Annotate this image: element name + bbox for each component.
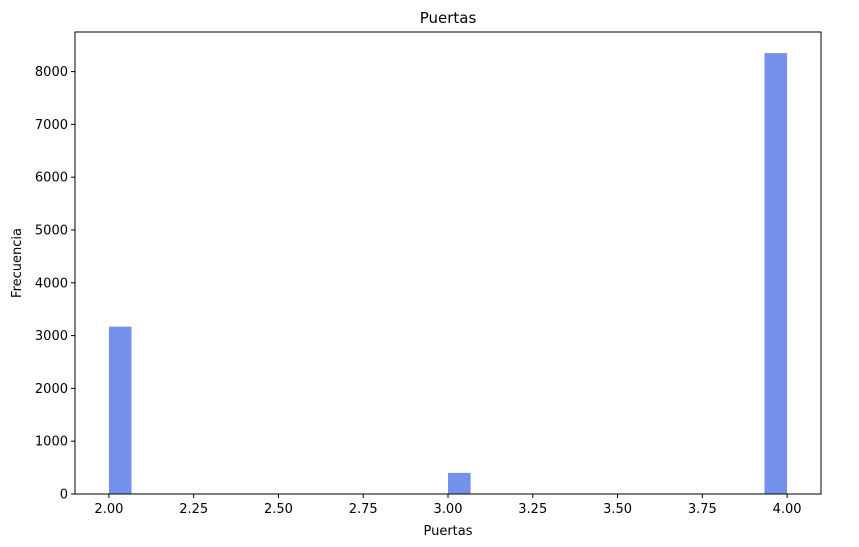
y-tick-label: 8000: [35, 65, 68, 80]
x-axis-label: Puertas: [423, 524, 472, 539]
histogram-bar-2: [764, 53, 788, 495]
x-tick-label: 3.25: [518, 502, 547, 517]
x-tick-label: 3.00: [434, 502, 463, 517]
bars-group: [108, 53, 788, 495]
x-tick-label: 3.75: [688, 502, 717, 517]
x-tick-label: 4.00: [773, 502, 802, 517]
histogram-bar-1: [448, 472, 471, 494]
y-tick-label: 6000: [35, 171, 68, 186]
histogram-bar-0: [108, 326, 132, 494]
x-tick-label: 2.00: [94, 502, 123, 517]
x-tick-label: 2.75: [349, 502, 378, 517]
plot-frame: [74, 31, 822, 495]
y-tick-label: 5000: [35, 224, 68, 239]
y-tick-label: 3000: [35, 329, 68, 344]
y-tick-label: 0: [60, 488, 68, 503]
x-tick-label: 2.25: [179, 502, 208, 517]
y-axis-ticks: 0 1000 2000 3000 4000 5000 6000 7000 8000: [35, 65, 75, 503]
y-tick-label: 4000: [35, 276, 68, 291]
chart-title: Puertas: [420, 9, 477, 27]
x-tick-label: 3.50: [603, 502, 632, 517]
y-tick-label: 1000: [35, 435, 68, 450]
y-tick-label: 2000: [35, 382, 68, 397]
x-axis-ticks: 2.00 2.25 2.50 2.75 3.00 3.25 3.50 3.75 4.00: [94, 494, 802, 517]
y-axis-label: Frecuencia: [10, 228, 25, 298]
x-tick-label: 2.50: [264, 502, 293, 517]
y-tick-label: 7000: [35, 118, 68, 133]
